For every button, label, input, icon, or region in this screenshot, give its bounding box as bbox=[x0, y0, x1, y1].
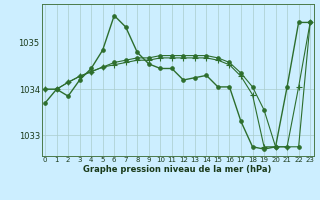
X-axis label: Graphe pression niveau de la mer (hPa): Graphe pression niveau de la mer (hPa) bbox=[84, 165, 272, 174]
Text: 1035: 1035 bbox=[18, 39, 39, 48]
